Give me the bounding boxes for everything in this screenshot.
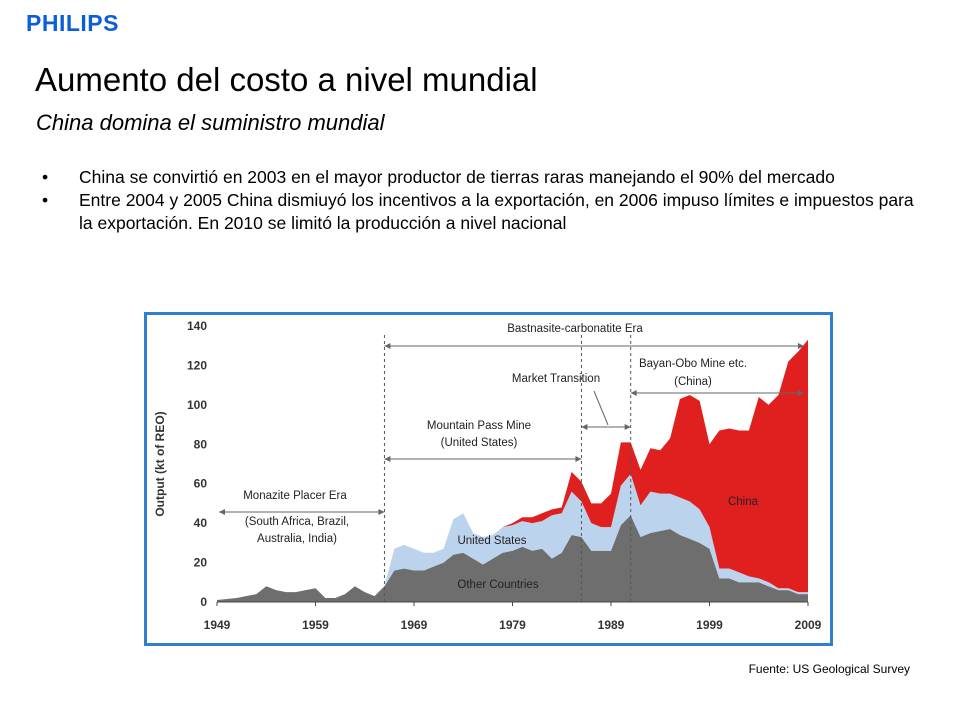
bullet-list: • China se convirtió en 2003 en el mayor… [42, 166, 922, 235]
y-tick-label: 60 [194, 477, 208, 491]
transition-arrow-head-right [624, 424, 631, 430]
x-tick-label: 1979 [499, 618, 526, 632]
x-tick-label: 1959 [302, 618, 329, 632]
y-tick-label: 140 [187, 319, 207, 333]
x-tick-label: 1969 [401, 618, 428, 632]
rare-earth-output-chart: 0 20 40 60 80 100 120 140 1949 1959 1969 1979 1989 19… [153, 319, 822, 632]
y-tick-label: 20 [194, 556, 208, 570]
y-tick-label: 100 [187, 398, 207, 412]
y-tick-label: 120 [187, 358, 207, 372]
era-label-market-transition: Market Transition [512, 373, 600, 385]
era-label-bayan-obo-country: (China) [674, 376, 712, 388]
chart-annotations: Bastnasite-carbonatite Era Monazite Place… [219, 323, 804, 602]
bullet-dot: • [42, 190, 49, 210]
era-label-monazite-region-2: Australia, India) [257, 533, 337, 545]
era-label-monazite: Monazite Placer Era [243, 490, 347, 502]
x-tick-label: 2009 [795, 618, 822, 632]
bastnasite-era-arrow-head-left [384, 343, 391, 349]
y-axis-label: Output (kt of REO) [153, 411, 167, 516]
series-label-china: China [728, 496, 759, 508]
page-title: Aumento del costo a nivel mundial [35, 61, 538, 98]
x-tick-label: 1999 [696, 618, 723, 632]
transition-arrow-head-left [581, 424, 588, 430]
chart-frame: 0 20 40 60 80 100 120 140 1949 1959 1969 1979 1989 19… [144, 312, 833, 646]
series-label-other-countries: Other Countries [457, 579, 538, 591]
transition-pointer [593, 390, 609, 426]
series-label-united-states: United States [457, 535, 526, 547]
bayan-obo-arrow-head-left [630, 390, 637, 396]
era-label-bayan-obo: Bayan-Obo Mine etc. [639, 358, 747, 370]
era-label-bastnasite: Bastnasite-carbonatite Era [507, 323, 643, 335]
x-tick-label: 1989 [598, 618, 625, 632]
monazite-era-arrow-head-left [219, 509, 225, 515]
y-tick-label: 40 [194, 516, 208, 530]
page-subtitle: China domina el suministro mundial [36, 110, 385, 135]
mountain-pass-arrow-head-right [575, 456, 582, 462]
bullet-item-1: • China se convirtió en 2003 en el mayor… [42, 166, 922, 189]
era-label-monazite-region: (South Africa, Brazil, [245, 516, 349, 528]
series-other-countries-area [217, 515, 808, 602]
x-tick-label: 1949 [204, 618, 231, 632]
mountain-pass-arrow-head-left [384, 456, 391, 462]
era-label-mountain-pass-country: (United States) [441, 437, 518, 449]
monazite-era-arrow-head-right [378, 509, 385, 515]
bullet-item-2: • Entre 2004 y 2005 China dismiuyó los i… [42, 189, 922, 235]
chart-axes: 0 20 40 60 80 100 120 140 1949 1959 1969 1979 1989 19… [153, 319, 822, 632]
y-tick-label: 80 [194, 437, 208, 451]
era-label-mountain-pass: Mountain Pass Mine [427, 420, 531, 432]
bayan-obo-arrow-head-right [798, 390, 804, 396]
bullet-text-1: China se convirtió en 2003 en el mayor p… [79, 167, 835, 187]
philips-logo: PHILIPS [26, 10, 119, 36]
series-china-area [217, 339, 808, 601]
bastnasite-era-arrow-head-right [798, 343, 804, 349]
y-tick-label: 0 [200, 595, 207, 609]
source-note: Fuente: US Geological Survey [748, 662, 910, 676]
bullet-dot: • [42, 167, 49, 187]
chart-areas [217, 339, 808, 602]
bullet-text-2: Entre 2004 y 2005 China dismiuyó los inc… [79, 190, 914, 233]
series-united-states-area [217, 473, 808, 601]
